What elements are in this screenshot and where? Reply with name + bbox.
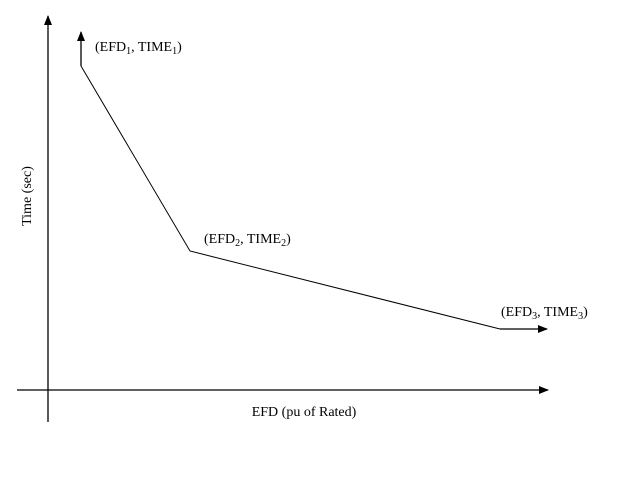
x-axis-label: EFD (pu of Rated) (252, 405, 357, 420)
point-label-prefix: (EFD (95, 40, 126, 55)
point-label-1: (EFD1, TIME1) (95, 40, 182, 57)
efd-time-curve (80, 65, 501, 330)
point-label-prefix: (EFD (501, 305, 532, 320)
point-label-3: (EFD3, TIME3) (501, 305, 588, 322)
point-label-subscript: 3 (578, 311, 583, 322)
point-label-subscript: 1 (172, 46, 177, 57)
point-label-middle: , TIME (131, 40, 172, 55)
point-label-prefix: (EFD (204, 232, 235, 247)
point-label-2: (EFD2, TIME2) (204, 232, 291, 249)
point-label-suffix: ) (286, 232, 291, 247)
point-label-subscript: 1 (126, 46, 131, 57)
point-label-suffix: ) (583, 305, 588, 320)
point-label-middle: , TIME (240, 232, 281, 247)
point-label-subscript: 3 (532, 311, 537, 322)
point-label-middle: , TIME (537, 305, 578, 320)
point-label-subscript: 2 (281, 238, 286, 249)
point-label-suffix: ) (177, 40, 182, 55)
point-label-subscript: 2 (235, 238, 240, 249)
y-axis-label: Time (sec) (20, 166, 35, 226)
